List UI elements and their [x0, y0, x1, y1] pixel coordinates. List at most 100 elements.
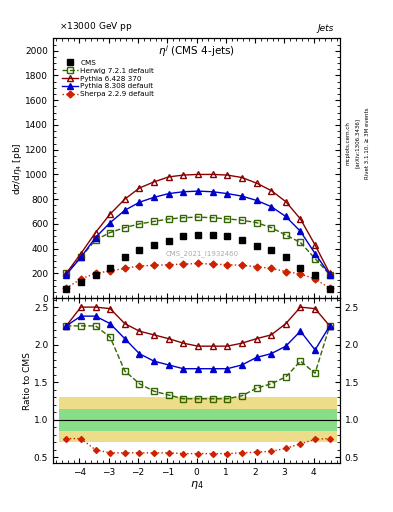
- Sherpa 2.2.9 default: [196, 261, 200, 267]
- Pythia 6.428 370: [79, 250, 83, 257]
- Pythia 8.308 default: [108, 220, 112, 226]
- Sherpa 2.2.9 default: [137, 263, 142, 269]
- Pythia 6.428 370: [196, 172, 200, 178]
- Sherpa 2.2.9 default: [123, 265, 127, 271]
- Herwig 7.2.1 default: [108, 229, 112, 236]
- Pythia 8.308 default: [269, 203, 274, 209]
- Pythia 8.308 default: [152, 194, 156, 200]
- Text: CMS_2021_I1932460: CMS_2021_I1932460: [166, 250, 239, 258]
- Pythia 6.428 370: [108, 211, 112, 217]
- Legend: CMS, Herwig 7.2.1 default, Pythia 6.428 370, Pythia 8.308 default, Sherpa 2.2.9 : CMS, Herwig 7.2.1 default, Pythia 6.428 …: [59, 57, 157, 99]
- Herwig 7.2.1 default: [269, 225, 274, 231]
- Sherpa 2.2.9 default: [64, 285, 69, 291]
- Pythia 6.428 370: [225, 172, 230, 178]
- CMS: [123, 254, 127, 261]
- Sherpa 2.2.9 default: [181, 261, 185, 267]
- Sherpa 2.2.9 default: [210, 261, 215, 267]
- Herwig 7.2.1 default: [166, 216, 171, 222]
- Pythia 6.428 370: [64, 270, 69, 276]
- Herwig 7.2.1 default: [254, 220, 259, 226]
- Pythia 6.428 370: [152, 179, 156, 185]
- Sherpa 2.2.9 default: [79, 276, 83, 282]
- Pythia 8.308 default: [239, 193, 244, 199]
- CMS: [93, 271, 98, 278]
- Pythia 6.428 370: [269, 187, 274, 194]
- CMS: [108, 265, 112, 271]
- CMS: [254, 243, 259, 249]
- Line: Pythia 6.428 370: Pythia 6.428 370: [63, 171, 333, 277]
- Pythia 8.308 default: [196, 188, 200, 194]
- Pythia 8.308 default: [283, 214, 288, 220]
- Sherpa 2.2.9 default: [283, 268, 288, 274]
- CMS: [239, 237, 244, 243]
- CMS: [225, 233, 230, 239]
- Pythia 6.428 370: [93, 229, 98, 236]
- X-axis label: $\eta_4$: $\eta_4$: [190, 479, 203, 490]
- Pythia 8.308 default: [166, 190, 171, 197]
- Herwig 7.2.1 default: [137, 221, 142, 227]
- Pythia 8.308 default: [64, 271, 69, 278]
- CMS: [152, 242, 156, 248]
- CMS: [181, 233, 185, 239]
- Pythia 8.308 default: [181, 189, 185, 195]
- Herwig 7.2.1 default: [298, 240, 303, 246]
- Pythia 6.428 370: [327, 270, 332, 276]
- Pythia 8.308 default: [225, 190, 230, 197]
- Herwig 7.2.1 default: [196, 214, 200, 220]
- Sherpa 2.2.9 default: [254, 264, 259, 270]
- Pythia 8.308 default: [93, 234, 98, 241]
- Pythia 8.308 default: [298, 228, 303, 234]
- Line: Herwig 7.2.1 default: Herwig 7.2.1 default: [63, 214, 333, 278]
- Herwig 7.2.1 default: [210, 215, 215, 221]
- Pythia 6.428 370: [254, 180, 259, 186]
- CMS: [283, 254, 288, 261]
- Herwig 7.2.1 default: [313, 255, 318, 262]
- CMS: [137, 247, 142, 253]
- Text: $\eta^{j}$ (CMS 4-jets): $\eta^{j}$ (CMS 4-jets): [158, 44, 235, 59]
- Herwig 7.2.1 default: [64, 270, 69, 276]
- Text: Jets: Jets: [318, 24, 334, 33]
- Pythia 6.428 370: [123, 196, 127, 202]
- Pythia 8.308 default: [313, 250, 318, 257]
- Pythia 8.308 default: [137, 199, 142, 205]
- Y-axis label: d$\sigma$/d$\eta_4$ [pb]: d$\sigma$/d$\eta_4$ [pb]: [11, 142, 24, 195]
- Herwig 7.2.1 default: [181, 215, 185, 221]
- Sherpa 2.2.9 default: [93, 270, 98, 276]
- Pythia 6.428 370: [166, 174, 171, 180]
- CMS: [313, 271, 318, 278]
- Pythia 6.428 370: [137, 185, 142, 191]
- Herwig 7.2.1 default: [283, 232, 288, 238]
- Sherpa 2.2.9 default: [313, 276, 318, 282]
- Text: mcplots.cern.ch: mcplots.cern.ch: [345, 121, 350, 165]
- Line: Pythia 8.308 default: Pythia 8.308 default: [63, 188, 333, 278]
- Sherpa 2.2.9 default: [108, 268, 112, 274]
- Herwig 7.2.1 default: [239, 217, 244, 223]
- Y-axis label: Ratio to CMS: Ratio to CMS: [24, 352, 33, 410]
- Herwig 7.2.1 default: [123, 225, 127, 231]
- Sherpa 2.2.9 default: [269, 265, 274, 271]
- Pythia 6.428 370: [210, 172, 215, 178]
- Sherpa 2.2.9 default: [225, 262, 230, 268]
- Pythia 6.428 370: [298, 216, 303, 222]
- Sherpa 2.2.9 default: [239, 262, 244, 268]
- Sherpa 2.2.9 default: [152, 262, 156, 268]
- CMS: [64, 286, 69, 292]
- Pythia 6.428 370: [283, 199, 288, 205]
- Herwig 7.2.1 default: [225, 216, 230, 222]
- Pythia 8.308 default: [210, 189, 215, 195]
- CMS: [269, 247, 274, 253]
- Pythia 8.308 default: [254, 197, 259, 203]
- Sherpa 2.2.9 default: [298, 271, 303, 277]
- CMS: [196, 232, 200, 238]
- CMS: [210, 232, 215, 238]
- CMS: [166, 238, 171, 244]
- Line: CMS: CMS: [63, 232, 333, 292]
- Herwig 7.2.1 default: [327, 271, 332, 278]
- Text: [arXiv:1306.3436]: [arXiv:1306.3436]: [355, 118, 360, 168]
- Pythia 6.428 370: [313, 242, 318, 248]
- CMS: [298, 265, 303, 271]
- Herwig 7.2.1 default: [79, 254, 83, 261]
- Herwig 7.2.1 default: [93, 237, 98, 243]
- CMS: [79, 279, 83, 285]
- Pythia 8.308 default: [327, 271, 332, 278]
